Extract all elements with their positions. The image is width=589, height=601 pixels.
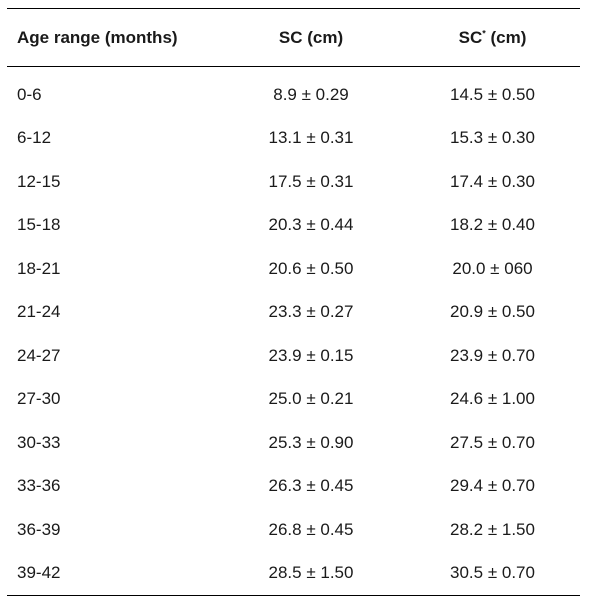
header-sc-star-asterisk: * — [482, 27, 486, 38]
cell-age-range: 0-6 — [17, 84, 42, 104]
cell-sc: 13.1 ± 0.31 — [268, 128, 354, 148]
table-row: 33-36 26.3 ± 0.45 29.4 ± 0.70 — [7, 465, 580, 509]
cell-sc: 25.0 ± 0.21 — [268, 389, 354, 409]
table-row: 21-24 23.3 ± 0.27 20.9 ± 0.50 — [7, 291, 580, 335]
cell-age-range: 12-15 — [17, 171, 61, 191]
header-sc-star-unit: (cm) — [485, 27, 527, 47]
cell-age-range: 6-12 — [17, 128, 52, 148]
table-row: 24-27 23.9 ± 0.15 23.9 ± 0.70 — [7, 334, 580, 378]
cell-sc: 17.5 ± 0.31 — [268, 171, 354, 191]
cell-sc-star: 23.9 ± 0.70 — [450, 345, 535, 365]
cell-sc: 23.9 ± 0.15 — [268, 345, 354, 365]
table-row: 36-39 26.8 ± 0.45 28.2 ± 1.50 — [7, 508, 580, 552]
cell-sc-star: 20.0 ± 060 — [452, 258, 533, 278]
table-row: 27-30 25.0 ± 0.21 24.6 ± 1.00 — [7, 378, 580, 422]
cell-age-range: 15-18 — [17, 215, 61, 235]
header-age-range: Age range (months) — [17, 27, 178, 47]
cell-age-range: 21-24 — [17, 302, 61, 322]
cell-sc-star: 29.4 ± 0.70 — [450, 476, 535, 496]
table-row: 15-18 20.3 ± 0.44 18.2 ± 0.40 — [7, 204, 580, 248]
cell-sc-star: 18.2 ± 0.40 — [450, 215, 535, 235]
cell-sc-star: 30.5 ± 0.70 — [450, 563, 535, 583]
cell-sc-star: 17.4 ± 0.30 — [450, 171, 535, 191]
cell-sc-star: 15.3 ± 0.30 — [450, 128, 535, 148]
data-table-container: Age range (months) SC (cm) SC* (cm) 0-6 8… — [7, 8, 580, 596]
table-row: 6-12 13.1 ± 0.31 15.3 ± 0.30 — [7, 117, 580, 161]
header-row: Age range (months) SC (cm) SC* (cm) — [7, 8, 580, 67]
cell-age-range: 36-39 — [17, 519, 61, 539]
table-row: 39-42 28.5 ± 1.50 30.5 ± 0.70 — [7, 552, 580, 596]
table-row: 0-6 8.9 ± 0.29 14.5 ± 0.50 — [7, 67, 580, 117]
cell-age-range: 33-36 — [17, 476, 61, 496]
cell-sc-star: 14.5 ± 0.50 — [450, 84, 535, 104]
cell-sc: 20.3 ± 0.44 — [268, 215, 354, 235]
table-body: 0-6 8.9 ± 0.29 14.5 ± 0.50 6-12 13.1 ± 0.31 1… — [7, 67, 580, 596]
cell-sc-star: 27.5 ± 0.70 — [450, 432, 535, 452]
cell-sc: 23.3 ± 0.27 — [268, 302, 354, 322]
cell-age-range: 27-30 — [17, 389, 61, 409]
cell-age-range: 24-27 — [17, 345, 61, 365]
cell-sc-star: 24.6 ± 1.00 — [450, 389, 535, 409]
table-row: 30-33 25.3 ± 0.90 27.5 ± 0.70 — [7, 421, 580, 465]
cell-sc: 26.3 ± 0.45 — [268, 476, 354, 496]
cell-age-range: 39-42 — [17, 563, 61, 583]
cell-sc: 25.3 ± 0.90 — [268, 432, 354, 452]
cell-sc: 26.8 ± 0.45 — [268, 519, 354, 539]
cell-sc: 28.5 ± 1.50 — [268, 563, 354, 583]
header-sc-star: SC* (cm) — [405, 9, 580, 67]
cell-sc-star: 20.9 ± 0.50 — [450, 302, 535, 322]
table-row: 12-15 17.5 ± 0.31 17.4 ± 0.30 — [7, 160, 580, 204]
cell-age-range: 18-21 — [17, 258, 61, 278]
table-row: 18-21 20.6 ± 0.50 20.0 ± 060 — [7, 247, 580, 291]
cell-sc: 20.6 ± 0.50 — [268, 258, 354, 278]
cell-sc-star: 28.2 ± 1.50 — [450, 519, 535, 539]
cell-sc: 8.9 ± 0.29 — [273, 84, 349, 104]
header-sc: SC (cm) — [278, 27, 344, 47]
table-header: Age range (months) SC (cm) SC* (cm) — [7, 8, 580, 67]
cell-age-range: 30-33 — [17, 432, 61, 452]
header-sc-star-main: SC — [458, 27, 483, 47]
measurements-table: Age range (months) SC (cm) SC* (cm) 0-6 8… — [7, 8, 580, 596]
